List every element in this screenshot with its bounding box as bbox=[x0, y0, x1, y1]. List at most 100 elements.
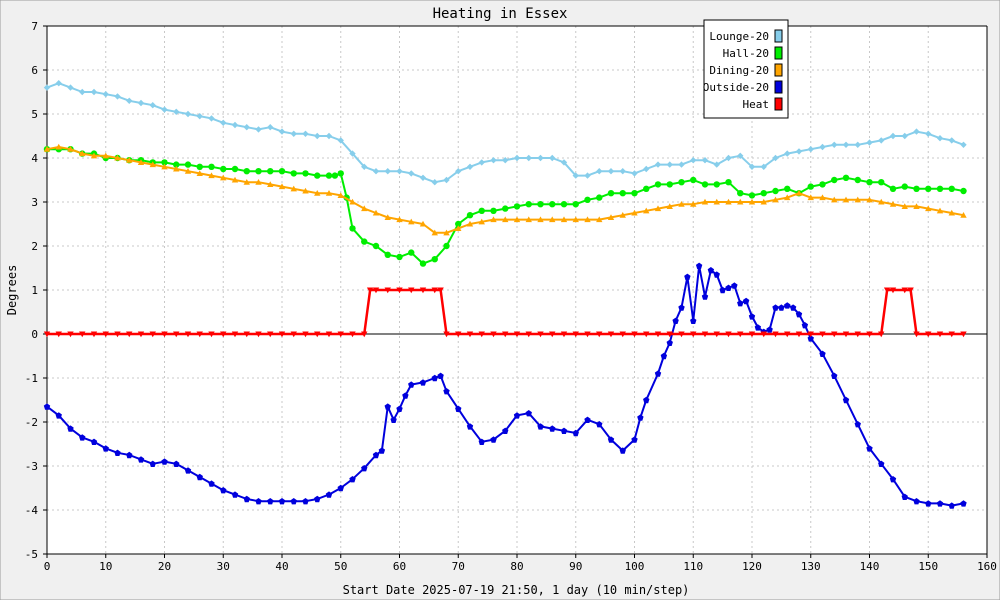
data-point bbox=[854, 421, 861, 428]
data-point bbox=[302, 187, 309, 194]
data-point bbox=[396, 168, 403, 175]
data-point bbox=[878, 137, 885, 144]
data-point bbox=[878, 331, 885, 338]
data-point bbox=[596, 168, 603, 175]
data-point bbox=[784, 331, 791, 338]
y-tick-label: 0 bbox=[31, 328, 38, 341]
x-tick-label: 130 bbox=[801, 560, 821, 573]
data-point bbox=[361, 465, 368, 472]
data-point bbox=[631, 170, 638, 177]
x-tick-label: 80 bbox=[510, 560, 523, 573]
y-tick-label: 2 bbox=[31, 240, 38, 253]
data-point bbox=[184, 467, 192, 474]
data-point bbox=[231, 165, 239, 173]
data-point bbox=[466, 331, 474, 338]
data-point bbox=[490, 216, 497, 223]
data-point bbox=[302, 130, 309, 137]
data-point bbox=[654, 370, 662, 377]
series-dining-20 bbox=[43, 143, 967, 236]
data-point bbox=[331, 172, 339, 179]
data-point bbox=[243, 168, 250, 175]
data-point bbox=[502, 216, 509, 223]
data-point bbox=[549, 216, 556, 223]
data-point bbox=[737, 198, 744, 205]
data-point bbox=[325, 132, 333, 140]
data-point bbox=[67, 146, 74, 152]
data-point bbox=[431, 287, 438, 294]
data-point bbox=[349, 331, 356, 338]
data-point bbox=[443, 229, 450, 236]
data-point bbox=[596, 421, 603, 428]
data-point bbox=[784, 194, 791, 201]
data-point bbox=[748, 331, 756, 338]
x-tick-label: 70 bbox=[452, 560, 465, 573]
data-point bbox=[79, 88, 86, 96]
legend-label: Lounge-20 bbox=[709, 30, 769, 43]
data-point bbox=[337, 192, 344, 198]
data-point bbox=[79, 150, 86, 157]
data-point bbox=[290, 170, 297, 177]
data-point bbox=[278, 128, 286, 135]
legend-swatch bbox=[774, 46, 783, 60]
data-point bbox=[408, 249, 415, 256]
data-point bbox=[537, 154, 544, 162]
data-point bbox=[220, 119, 227, 126]
data-point bbox=[372, 451, 380, 459]
data-point bbox=[960, 141, 967, 148]
data-point bbox=[795, 311, 803, 318]
data-point bbox=[831, 141, 838, 148]
data-point bbox=[90, 331, 98, 338]
data-point bbox=[290, 498, 297, 505]
data-point bbox=[784, 185, 791, 192]
data-point bbox=[695, 262, 703, 269]
data-point bbox=[502, 205, 509, 212]
data-point bbox=[525, 410, 532, 417]
data-point bbox=[208, 480, 215, 487]
data-point bbox=[819, 181, 826, 188]
legend-swatch bbox=[774, 63, 783, 77]
y-tick-label: -2 bbox=[25, 416, 38, 429]
data-point bbox=[766, 326, 773, 333]
data-point bbox=[173, 165, 180, 172]
legend: Lounge-20 Hall-20 Dining-20 Outside-20 Heat bbox=[703, 19, 789, 119]
data-point bbox=[819, 143, 826, 151]
x-tick-label: 160 bbox=[977, 560, 997, 573]
data-point bbox=[208, 331, 215, 338]
data-point bbox=[161, 159, 168, 166]
data-point bbox=[79, 434, 86, 441]
data-point bbox=[607, 168, 615, 175]
data-point bbox=[90, 438, 98, 445]
data-point bbox=[455, 331, 462, 338]
data-point bbox=[220, 165, 227, 173]
data-point bbox=[490, 436, 497, 443]
data-point bbox=[372, 168, 380, 175]
data-point bbox=[901, 183, 908, 190]
data-point bbox=[431, 179, 438, 186]
data-point bbox=[537, 331, 544, 338]
data-point bbox=[713, 198, 720, 205]
data-point bbox=[396, 405, 403, 412]
data-point bbox=[337, 137, 344, 144]
data-point bbox=[549, 331, 556, 338]
data-point bbox=[643, 396, 650, 404]
legend-swatch bbox=[774, 29, 783, 43]
data-point bbox=[619, 168, 626, 175]
data-point bbox=[631, 436, 638, 443]
data-point bbox=[267, 498, 274, 505]
y-tick-label: 4 bbox=[31, 152, 38, 165]
data-point bbox=[725, 154, 732, 162]
data-point bbox=[149, 161, 156, 168]
data-point bbox=[725, 198, 732, 205]
data-point bbox=[255, 126, 262, 133]
data-point bbox=[742, 297, 750, 305]
data-point bbox=[725, 331, 732, 338]
data-point bbox=[960, 212, 967, 218]
data-point bbox=[913, 128, 920, 135]
data-point bbox=[419, 260, 427, 267]
data-point bbox=[161, 331, 168, 338]
data-point bbox=[748, 313, 756, 320]
data-point bbox=[231, 121, 239, 129]
data-point bbox=[737, 190, 744, 197]
data-point bbox=[490, 331, 497, 338]
data-point bbox=[173, 161, 180, 168]
